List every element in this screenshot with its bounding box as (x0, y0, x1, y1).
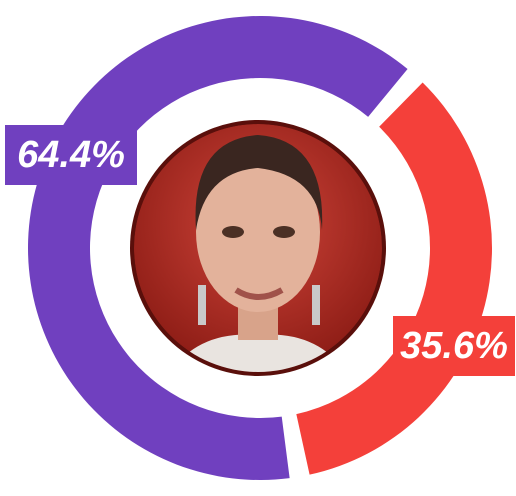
center-photo (130, 120, 386, 376)
page: {"chart_data": {"type": "donut", "values… (0, 0, 516, 496)
value-label: 64.4% (17, 134, 125, 176)
value-label: 35.6% (400, 325, 508, 367)
chart: 64.4% 35.6% (0, 0, 516, 496)
